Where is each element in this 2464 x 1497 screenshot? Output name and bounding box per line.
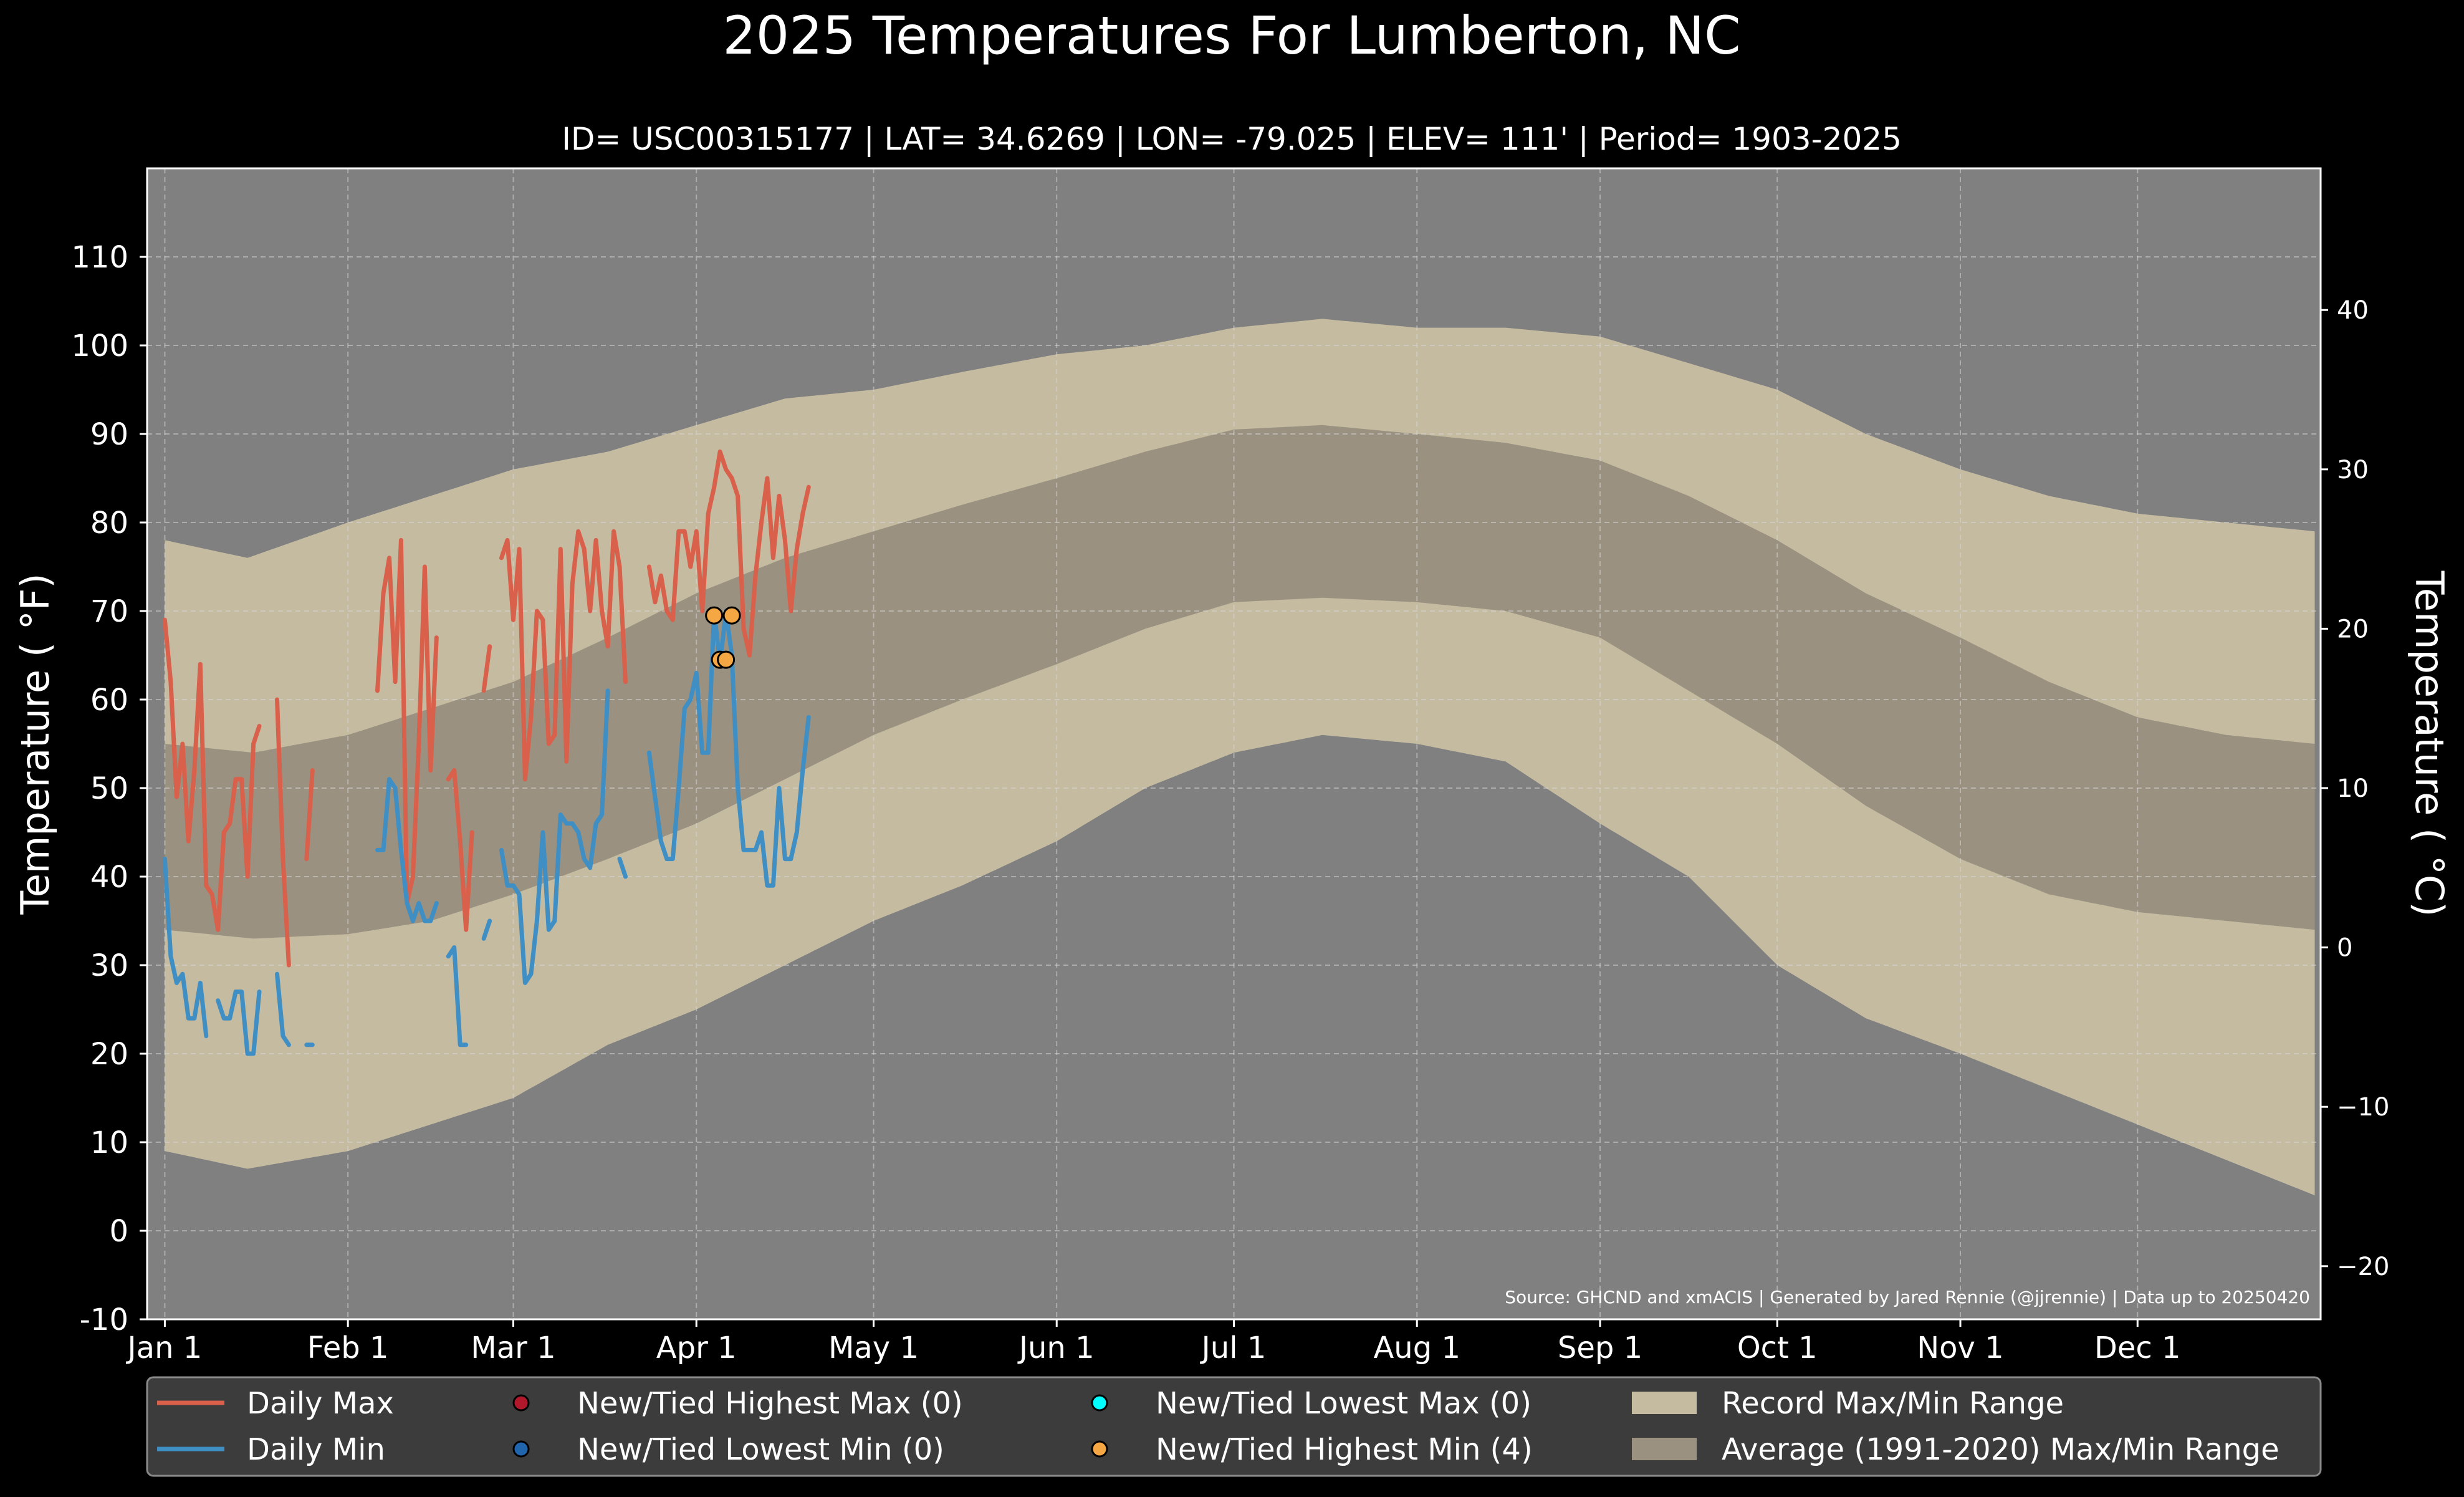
record-marker-highest-min — [705, 606, 724, 625]
legend-patch-swatch — [1632, 1392, 1697, 1414]
x-tick-label: Jan 1 — [126, 1331, 203, 1365]
x-tick-label: Apr 1 — [656, 1331, 737, 1365]
grid-lines — [147, 168, 2321, 1320]
legend-dot-swatch — [1091, 1394, 1108, 1412]
y-tick-label: 80 — [90, 506, 128, 541]
x-tick-label: Sep 1 — [1558, 1331, 1642, 1365]
legend-label: Average (1991-2020) Max/Min Range — [1722, 1432, 2279, 1467]
x-tick-label: Oct 1 — [1737, 1331, 1818, 1365]
daily-max-line — [481, 644, 492, 693]
y-tick-label: 100 — [71, 329, 128, 363]
x-tick-label: Aug 1 — [1373, 1331, 1460, 1365]
y2-tick-label: 0 — [2337, 934, 2352, 963]
daily-max-line — [446, 768, 474, 932]
y-tick-label: 20 — [90, 1037, 128, 1072]
plot-area: Source: GHCND and xmACIS | Generated by … — [146, 167, 2322, 1321]
y2-tick-label: −10 — [2337, 1093, 2389, 1122]
daily-max-line — [499, 529, 628, 782]
x-tick-label: May 1 — [828, 1331, 919, 1365]
daily-min-line — [375, 777, 439, 923]
legend: Daily Max Daily Min New/Tied Highest Max (… — [146, 1376, 2322, 1477]
y-axis-label-right: Temperature ( °C) — [2407, 570, 2452, 917]
daily-max-line — [646, 449, 811, 658]
y-tick-label: 10 — [90, 1125, 128, 1160]
y-tick-label: 50 — [90, 771, 128, 806]
x-tick-label: Feb 1 — [307, 1331, 389, 1365]
series-lines — [162, 449, 811, 1056]
legend-label: New/Tied Lowest Min (0) — [577, 1432, 944, 1467]
daily-max-line — [275, 697, 291, 968]
x-axis: Jan 1 Feb 1 Mar 1 Apr 1 May 1 Jun 1 Jul 1 Aug 1… — [126, 1319, 2181, 1365]
y-tick-label: 60 — [90, 683, 128, 718]
record-marker-highest-min — [717, 650, 736, 669]
y2-tick-label: 10 — [2337, 774, 2369, 803]
y-axis-label-left: Temperature ( °F) — [12, 573, 58, 915]
source-note: Source: GHCND and xmACIS | Generated by … — [1505, 1287, 2310, 1307]
daily-min-line — [617, 857, 628, 879]
legend-label: Daily Max — [247, 1386, 394, 1421]
y-tick-label: 70 — [90, 594, 128, 629]
y2-tick-label: 20 — [2337, 615, 2369, 643]
legend-item-record-range: Record Max/Min Range — [1632, 1386, 2064, 1421]
legend-item-daily-min: Daily Min — [157, 1432, 385, 1467]
record-marker-highest-min — [722, 606, 741, 625]
legend-item-new-highest-max: New/Tied Highest Max (0) — [512, 1386, 963, 1421]
x-tick-label: Jul 1 — [1200, 1331, 1267, 1365]
legend-dot-swatch — [512, 1394, 530, 1412]
daily-min-line — [162, 857, 209, 1039]
y-tick-label: 90 — [90, 417, 128, 452]
daily-max-line — [304, 768, 315, 862]
legend-dot-swatch — [512, 1440, 530, 1458]
daily-min-line — [481, 918, 492, 941]
daily-min-line — [216, 989, 262, 1056]
y-tick-label: 30 — [90, 948, 128, 983]
chart-subtitle: ID= USC00315177 | LAT= 34.6269 | LON= -7… — [562, 121, 1902, 157]
daily-min-line — [446, 945, 469, 1047]
legend-item-new-lowest-max: New/Tied Lowest Max (0) — [1091, 1386, 1532, 1421]
legend-item-new-highest-min: New/Tied Highest Min (4) — [1091, 1432, 1533, 1467]
legend-label: New/Tied Lowest Max (0) — [1156, 1386, 1532, 1421]
y2-tick-label: 40 — [2337, 296, 2369, 325]
legend-item-average-range: Average (1991-2020) Max/Min Range — [1632, 1432, 2279, 1467]
legend-label: Record Max/Min Range — [1722, 1386, 2064, 1421]
y-tick-label: 40 — [90, 860, 128, 895]
x-tick-label: Dec 1 — [2094, 1331, 2181, 1365]
y-tick-label: 0 — [109, 1214, 128, 1249]
legend-item-daily-max: Daily Max — [157, 1386, 394, 1421]
legend-label: New/Tied Highest Max (0) — [577, 1386, 963, 1421]
y2-tick-label: −20 — [2337, 1253, 2389, 1281]
x-tick-label: Jun 1 — [1017, 1331, 1095, 1365]
daily-min-line — [646, 609, 811, 888]
daily-min-line — [275, 971, 291, 1047]
daily-min-line — [499, 688, 610, 985]
y-axis-right: −20 −10 0 10 20 30 40 — [2321, 296, 2389, 1281]
y-tick-label: -10 — [80, 1302, 128, 1337]
legend-label: Daily Min — [247, 1432, 385, 1467]
legend-dot-swatch — [1091, 1440, 1108, 1458]
x-tick-label: Mar 1 — [471, 1331, 555, 1365]
y2-tick-label: 30 — [2337, 456, 2369, 484]
legend-item-new-lowest-min: New/Tied Lowest Min (0) — [512, 1432, 944, 1467]
y-tick-label: 110 — [71, 240, 128, 275]
x-tick-label: Nov 1 — [1917, 1331, 2003, 1365]
record-markers — [705, 606, 741, 669]
legend-box — [146, 1376, 2322, 1477]
chart-title: 2025 Temperatures For Lumberton, NC — [722, 5, 1740, 66]
daily-max-line — [162, 617, 262, 932]
legend-label: New/Tied Highest Min (4) — [1156, 1432, 1533, 1467]
y-axis-left: -10 0 10 20 30 40 50 60 70 80 90 100 110 — [71, 240, 147, 1337]
legend-patch-swatch — [1632, 1438, 1697, 1460]
